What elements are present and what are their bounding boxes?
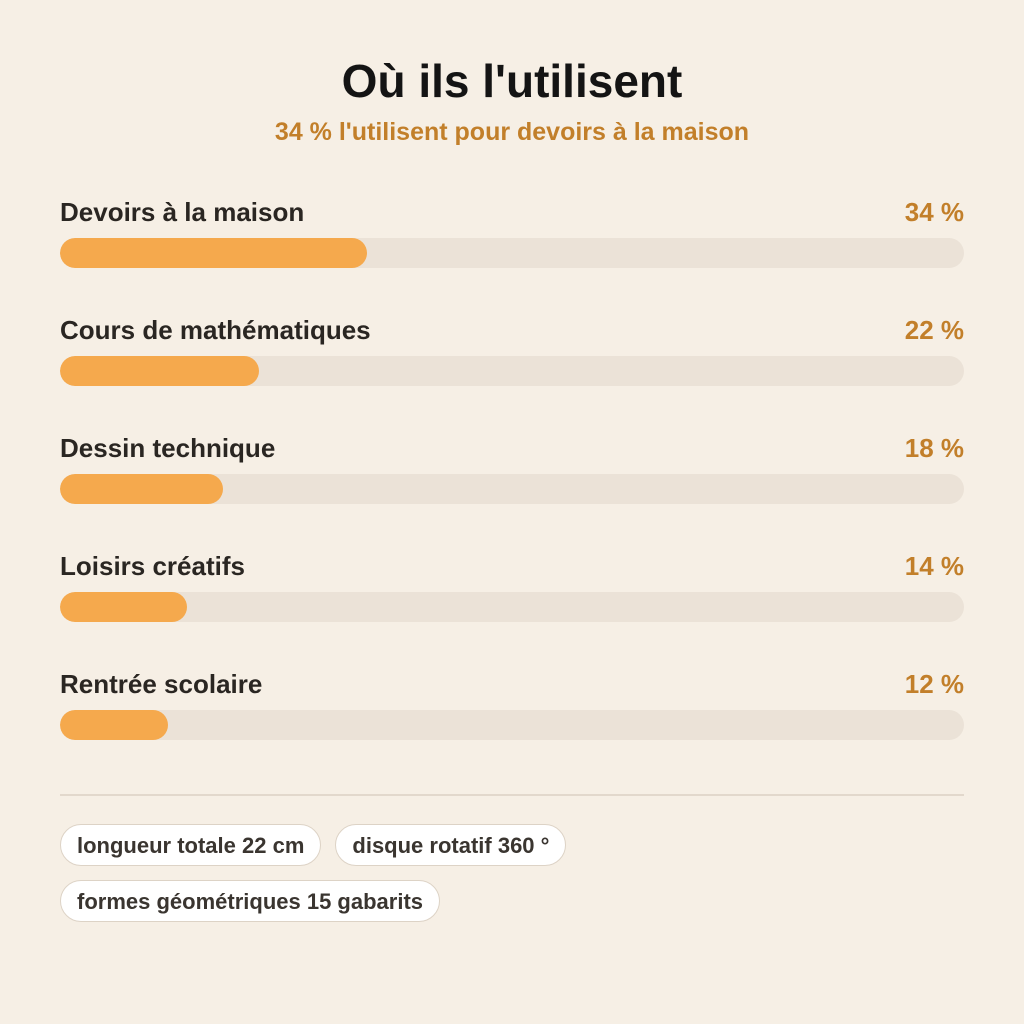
bar-row: Cours de mathématiques 22 % (60, 312, 964, 388)
bar-label: Loisirs créatifs (60, 551, 245, 581)
feature-tag: longueur totale 22 cm (60, 824, 322, 866)
chart-subtitle: 34 % l'utilisent pour devoirs à la maiso… (274, 118, 750, 146)
bar-row-header: Dessin technique 18 % (60, 430, 964, 466)
bar-value-label: 12 % (904, 669, 964, 699)
bar-track (60, 592, 964, 622)
bar-label: Devoirs à la maison (60, 197, 305, 227)
bar-value-label: 34 % (904, 197, 964, 227)
bar-value-label: 18 % (904, 433, 964, 463)
feature-tag: formes géométriques 15 gabarits (60, 880, 441, 922)
bar-row-header: Cours de mathématiques 22 % (60, 312, 964, 348)
bar-row-header: Loisirs créatifs 14 % (60, 548, 964, 584)
tag-row: formes géométriques 15 gabarits (60, 880, 454, 924)
bar (60, 238, 367, 268)
bar-track (60, 710, 964, 740)
divider (60, 794, 964, 796)
bar-track (60, 474, 964, 504)
bar-row-header: Devoirs à la maison 34 % (60, 194, 964, 230)
bar-row: Rentrée scolaire 12 % (60, 666, 964, 742)
bar-row: Dessin technique 18 % (60, 430, 964, 506)
bar-label: Dessin technique (60, 433, 276, 463)
bar-track (60, 238, 964, 268)
chart-title: Où ils l'utilisent (341, 55, 683, 107)
bar-label: Cours de mathématiques (60, 315, 371, 345)
bar-label: Rentrée scolaire (60, 669, 263, 699)
bar (60, 356, 259, 386)
bar-value-label: 22 % (904, 315, 964, 345)
bar-value-label: 14 % (904, 551, 964, 581)
bar-row-header: Rentrée scolaire 12 % (60, 666, 964, 702)
feature-tag: disque rotatif 360 ° (335, 824, 567, 866)
bar-track (60, 356, 964, 386)
bar (60, 710, 168, 740)
bar-row: Loisirs créatifs 14 % (60, 548, 964, 624)
bar (60, 474, 223, 504)
bar (60, 592, 187, 622)
bar-row: Devoirs à la maison 34 % (60, 194, 964, 270)
tag-row: longueur totale 22 cm disque rotatif 360 … (60, 824, 580, 868)
